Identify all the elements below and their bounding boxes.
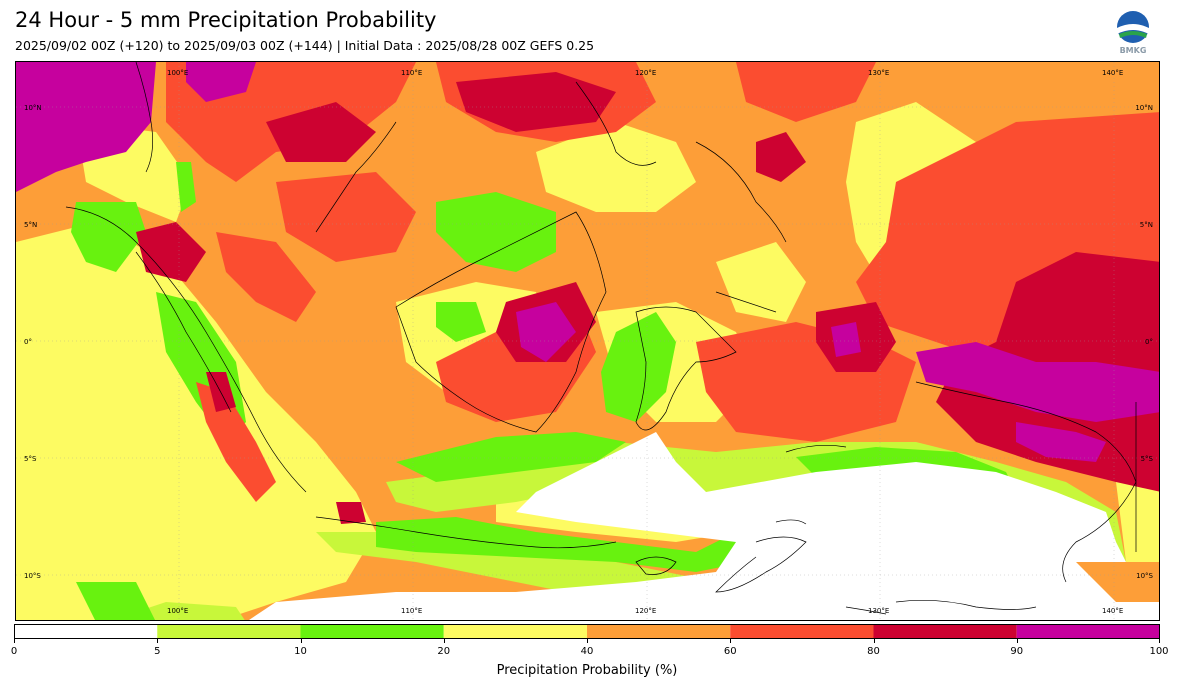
- colorbar-tick-label: 60: [723, 646, 737, 657]
- lon-label-bottom-100: 100°E: [167, 607, 188, 615]
- map-canvas: 100°E 110°E 120°E 130°E 140°E 100°E 110°…: [16, 62, 1159, 620]
- lat-label-left-10n: 10°N: [24, 104, 42, 112]
- colorbar-segment: [730, 624, 874, 639]
- lon-label-bottom-130: 130°E: [868, 607, 889, 615]
- lat-label-left-5n: 5°N: [24, 221, 37, 229]
- colorbar-tick-label: 0: [10, 646, 18, 657]
- lat-label-right-10n: 10°N: [1135, 104, 1153, 112]
- colorbar: [14, 624, 1160, 639]
- band-0-5: [249, 432, 1159, 620]
- coastlines: [65, 62, 1137, 615]
- lat-label-left-5s: 5°S: [24, 455, 37, 463]
- lat-label-right-10s: 10°S: [1136, 572, 1153, 580]
- lon-label-top-110: 110°E: [401, 69, 422, 77]
- band-90-100: [16, 62, 1159, 462]
- colorbar-tick-label: 90: [1010, 646, 1024, 657]
- graticule: [16, 62, 1159, 620]
- colorbar-tick-mark: [300, 639, 302, 643]
- colorbar-swatches: [14, 624, 1160, 639]
- colorbar-tick-mark: [873, 639, 875, 643]
- lon-label-top-140: 140°E: [1102, 69, 1123, 77]
- lon-label-bottom-140: 140°E: [1102, 607, 1123, 615]
- lon-label-top-130: 130°E: [868, 69, 889, 77]
- precipitation-map: 100°E 110°E 120°E 130°E 140°E 100°E 110°…: [15, 61, 1160, 621]
- colorbar-segment: [300, 624, 444, 639]
- logo-text: BMKG: [1120, 46, 1147, 55]
- colorbar-segment: [14, 624, 158, 639]
- colorbar-tick-mark: [1016, 639, 1018, 643]
- lat-label-right-5s: 5°S: [1141, 455, 1154, 463]
- colorbar-tick-mark: [587, 639, 588, 643]
- colorbar-title: Precipitation Probability (%): [496, 663, 678, 678]
- colorbar-segment: [157, 624, 301, 639]
- lat-label-right-0: 0°: [1145, 338, 1153, 346]
- lon-label-bottom-110: 110°E: [401, 607, 422, 615]
- colorbar-segment: [1016, 624, 1160, 639]
- bmkg-logo: BMKG: [1113, 10, 1153, 56]
- lat-label-left-0: 0°: [24, 338, 32, 346]
- colorbar-tick-mark: [443, 639, 445, 643]
- lon-label-top-120: 120°E: [635, 69, 656, 77]
- colorbar-tick-mark: [1159, 639, 1160, 643]
- colorbar-segment: [873, 624, 1017, 639]
- map-title: 24 Hour - 5 mm Precipitation Probability: [15, 8, 437, 32]
- colorbar-segment: [587, 624, 731, 639]
- graticule-labels: 100°E 110°E 120°E 130°E 140°E 100°E 110°…: [24, 69, 1154, 615]
- colorbar-tick-label: 10: [294, 646, 307, 657]
- lon-label-top-100: 100°E: [167, 69, 188, 77]
- lat-label-right-5n: 5°N: [1140, 221, 1153, 229]
- colorbar-tick-label: 5: [154, 646, 161, 657]
- colorbar-tick-label: 100: [1149, 646, 1169, 657]
- colorbar-tick-mark: [14, 639, 15, 643]
- lon-label-bottom-120: 120°E: [635, 607, 656, 615]
- colorbar-tick-mark: [157, 639, 159, 643]
- colorbar-tick-label: 80: [867, 646, 880, 657]
- lat-label-left-10s: 10°S: [24, 572, 41, 580]
- colorbar-border: [14, 624, 1160, 639]
- colorbar-tick-label: 40: [580, 646, 594, 657]
- colorbar-ticks: 0 5 10 20 40 60 80 90 100: [10, 639, 1169, 661]
- colorbar-segment: [443, 624, 587, 639]
- colorbar-tick-mark: [730, 639, 732, 643]
- map-subtitle: 2025/09/02 00Z (+120) to 2025/09/03 00Z …: [15, 38, 595, 53]
- colorbar-tick-label: 20: [437, 646, 451, 657]
